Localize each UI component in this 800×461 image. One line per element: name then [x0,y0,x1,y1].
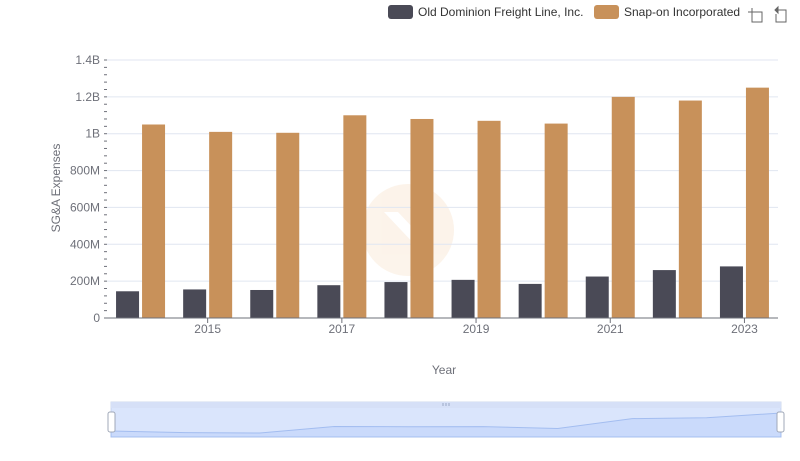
bar-old-dominion-2016[interactable] [250,289,274,318]
x-tick-label: 2021 [597,322,624,336]
y-tick-label: 1.4B [75,53,100,67]
x-axis-labels: 2015 2017 2019 2021 2023 [194,322,758,336]
legend[interactable]: Old Dominion Freight Line, Inc. Snap-on … [388,5,740,19]
slider-move-handle-icon[interactable] [442,403,450,406]
y-tick-label: 1.2B [75,90,100,104]
bar-old-dominion-2021[interactable] [585,276,609,318]
x-tick-label: 2015 [194,322,221,336]
bar-snap-on-2019[interactable] [477,120,501,318]
legend-item-old-dominion[interactable]: Old Dominion Freight Line, Inc. [388,5,583,19]
bar-snap-on-2016[interactable] [276,132,300,318]
bar-snap-on-2017[interactable] [343,115,367,319]
y-tick-label: 0 [93,311,100,325]
bar-old-dominion-2019[interactable] [451,279,475,318]
bar-old-dominion-2020[interactable] [518,283,542,318]
x-tick-label: 2019 [463,322,490,336]
bar-snap-on-2015[interactable] [209,131,233,318]
legend-label-old-dominion: Old Dominion Freight Line, Inc. [418,5,583,19]
y-minor-ticks [104,59,107,319]
y-axis-title: SG&A Expenses [49,144,63,233]
restore-icon[interactable] [774,5,787,23]
bar-old-dominion-2022[interactable] [652,270,676,318]
zoom-icon[interactable] [748,8,763,23]
bar-old-dominion-2017[interactable] [317,285,341,318]
bar-old-dominion-2023[interactable] [719,266,743,318]
slider-handle-left[interactable] [107,411,116,433]
y-tick-label: 200M [70,274,100,288]
bar-snap-on-2014[interactable] [142,124,166,319]
watermark-logo [362,184,454,276]
bar-snap-on-2023[interactable] [745,87,769,319]
y-tick-label: 1B [85,127,100,141]
legend-item-snap-on[interactable]: Snap-on Incorporated [594,5,740,19]
bars [116,87,769,319]
x-axis-title: Year [432,363,456,377]
legend-label-snap-on: Snap-on Incorporated [624,5,740,19]
y-tick-label: 600M [70,200,100,214]
bar-old-dominion-2018[interactable] [384,282,408,318]
legend-swatch-old-dominion [388,5,413,19]
bar-old-dominion-2014[interactable] [116,291,140,318]
data-zoom-slider[interactable] [107,401,785,438]
bar-snap-on-2021[interactable] [611,96,635,318]
legend-swatch-snap-on [594,5,619,19]
bar-snap-on-2018[interactable] [410,118,434,318]
bar-snap-on-2020[interactable] [544,123,568,318]
y-axis-labels: 0 200M 400M 600M 800M 1B 1.2B 1.4B [70,53,100,325]
slider-handle-right[interactable] [776,411,785,433]
y-tick-label: 400M [70,237,100,251]
bar-snap-on-2022[interactable] [678,100,702,319]
x-tick-label: 2017 [328,322,355,336]
x-axis-ticks [207,318,745,323]
x-tick-label: 2023 [731,322,758,336]
bar-old-dominion-2015[interactable] [183,289,207,318]
y-tick-label: 800M [70,164,100,178]
